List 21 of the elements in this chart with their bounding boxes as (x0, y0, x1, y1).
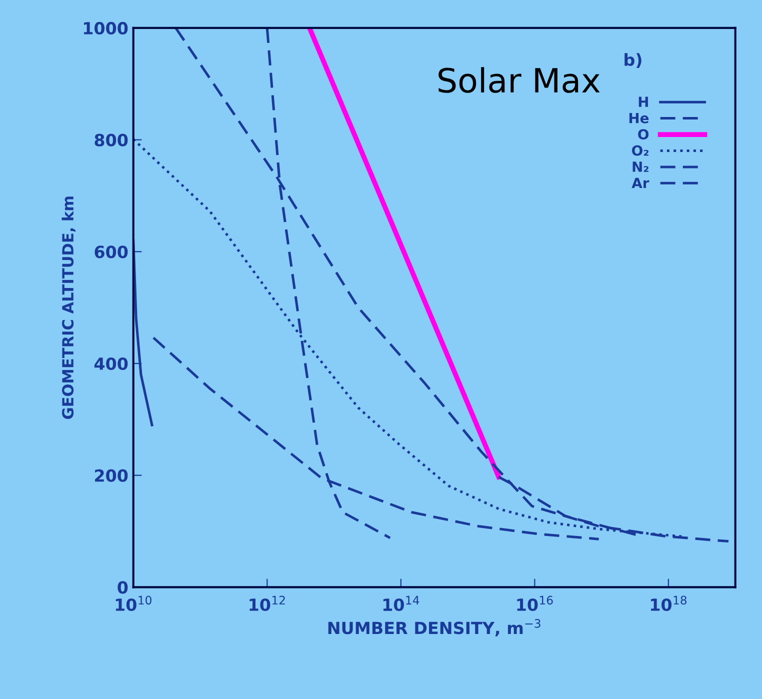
legend-label: O (638, 129, 649, 140)
y-tick-label: 0 (118, 581, 128, 594)
x-tick-label: 10$^{10}$ (116, 596, 152, 612)
annotation: Solar Max (438, 67, 600, 93)
legend-label: Ar (632, 178, 650, 188)
x-tick-label: 10$^{18}$ (650, 596, 687, 612)
y-tick-label: 800 (94, 134, 128, 146)
y-tick-label: 600 (94, 246, 128, 258)
annotation: b) (624, 53, 642, 68)
legend-label: He (629, 113, 649, 124)
x-tick-label: 10$^{16}$ (517, 596, 553, 612)
y-tick-label: 1000 (84, 22, 128, 35)
y-tick-label: 200 (95, 469, 128, 482)
legend-label: O₂ (632, 145, 648, 156)
legend-label: N₂ (632, 162, 648, 172)
x-tick-label: 10$^{12}$ (250, 596, 285, 612)
x-tick-label: 10$^{14}$ (383, 596, 420, 612)
y-tick-label: 400 (94, 357, 128, 370)
x-axis-title: NUMBER DENSITY, m$^{−3}$ (328, 618, 540, 636)
legend-label: H (638, 96, 648, 107)
y-axis-title: GEOMETRIC ALTITUDE, km (62, 196, 76, 419)
